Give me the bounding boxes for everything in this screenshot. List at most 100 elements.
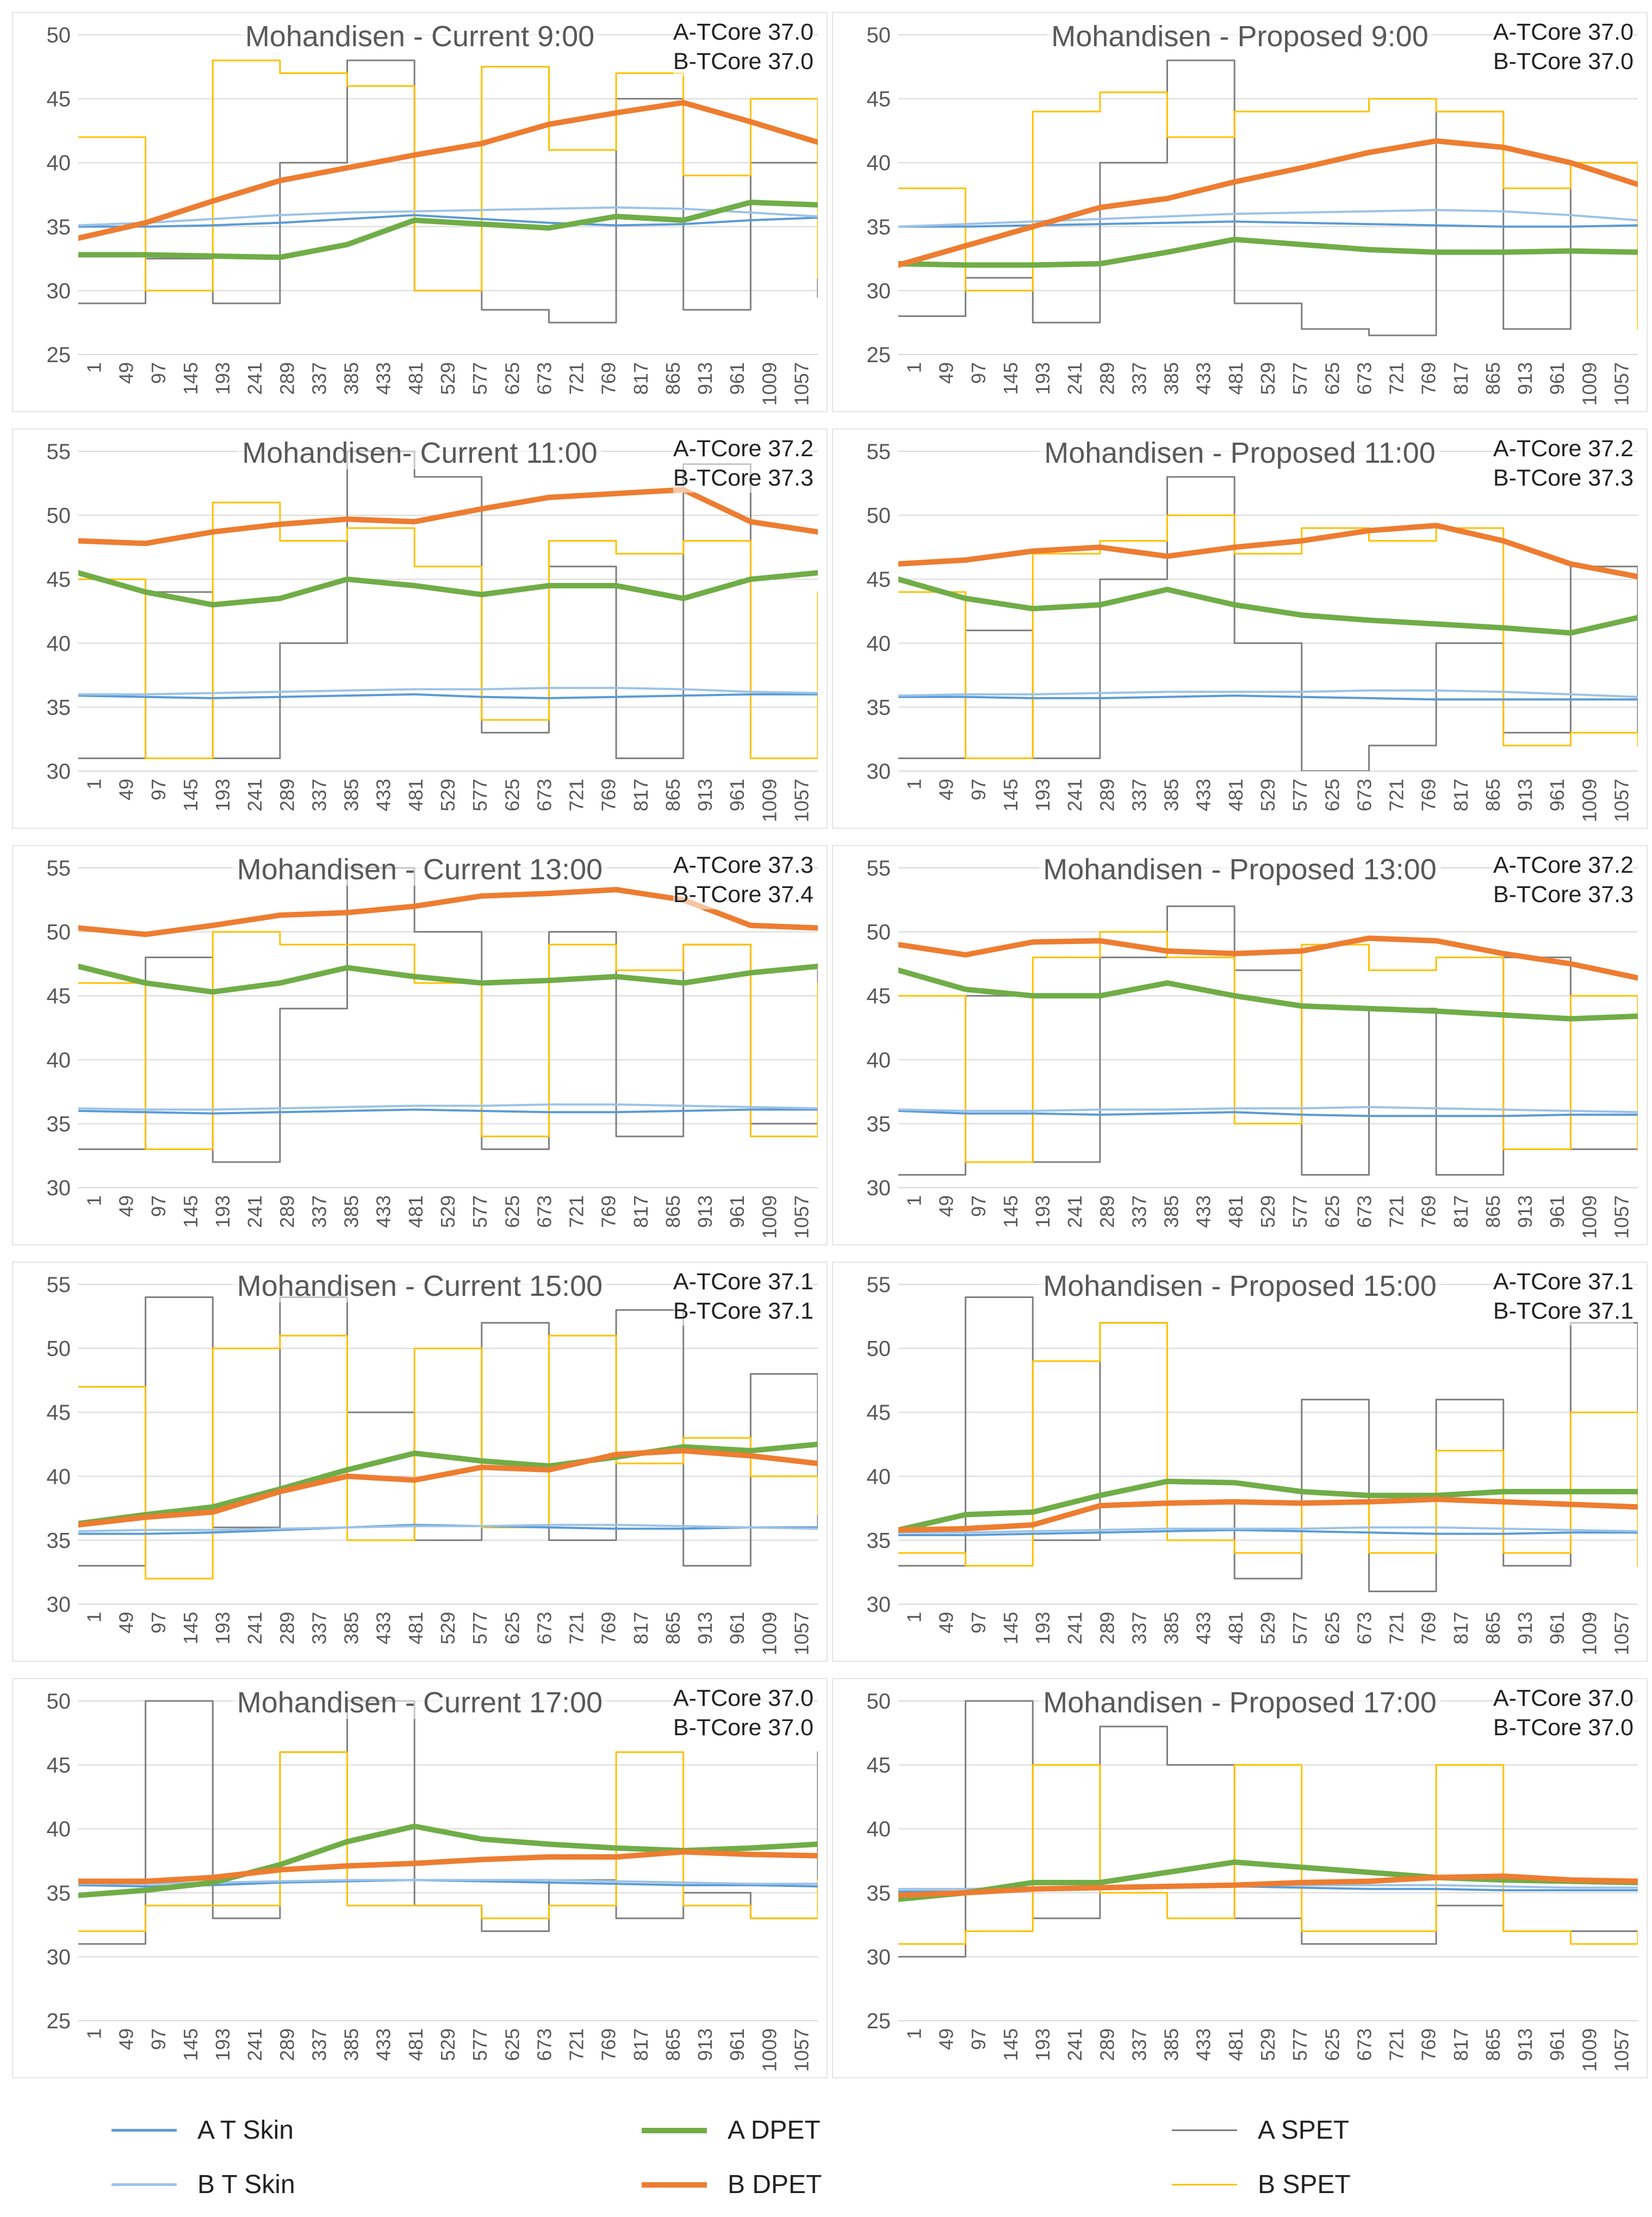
x-tick-label: 529 [437, 362, 459, 395]
y-tick-label: 30 [867, 1593, 891, 1617]
x-tick-label: 721 [1386, 2028, 1408, 2061]
x-tick-label: 481 [405, 1612, 427, 1644]
x-tick-label: 817 [1450, 362, 1472, 395]
x-tick-label: 1009 [758, 2028, 780, 2072]
core-temp-annotation: A-TCore 37.2 B-TCore 37.3 [1493, 434, 1634, 493]
y-tick-label: 35 [867, 1881, 891, 1905]
x-tick-label: 865 [662, 1612, 684, 1644]
legend-swatch [1172, 2129, 1237, 2131]
series-line-b-spet [898, 1764, 1638, 1945]
x-tick-label: 1009 [758, 1612, 780, 1655]
x-tick-label: 673 [1353, 2028, 1375, 2061]
core-temp-a: A-TCore 37.2 [1493, 434, 1634, 463]
x-tick-label: 481 [1225, 1612, 1247, 1644]
legend-item-b-dpet: B DPET [642, 2170, 822, 2200]
x-tick-label: 385 [340, 1612, 363, 1644]
chart-title-text: Mohandisen - Current 17:00 [232, 1686, 607, 1719]
x-tick-label: 433 [372, 1195, 395, 1228]
x-tick-label: 913 [1514, 1612, 1536, 1644]
x-tick-label: 577 [469, 2028, 491, 2061]
series-line-a-dpet [898, 237, 1638, 268]
x-tick-label: 481 [405, 1195, 427, 1228]
core-temp-annotation: A-TCore 37.3 B-TCore 37.4 [673, 850, 813, 909]
x-tick-label: 337 [1128, 1612, 1150, 1644]
x-tick-label: 529 [1257, 1195, 1279, 1228]
core-temp-a: A-TCore 37.0 [1493, 1684, 1634, 1713]
chart-panel: 25 30 35 40 45 50 1 49 97 145 193 241 289 337 385 433 48… [12, 12, 828, 412]
series-line-a-spet [898, 476, 1638, 771]
x-tick-label: 1009 [1578, 362, 1600, 406]
chart-title: Mohandisen - Current 13:00 [13, 853, 827, 886]
x-tick-label: 193 [1032, 1195, 1054, 1228]
x-tick-label: 625 [501, 779, 523, 811]
legend-swatch [1172, 2184, 1237, 2185]
x-tick-label: 193 [1032, 2028, 1054, 2061]
x-tick-label: 49 [935, 1612, 958, 1634]
x-tick-label: 49 [935, 2028, 958, 2050]
y-tick-label: 35 [867, 695, 891, 719]
series-line-a-t-skin [898, 220, 1638, 228]
y-tick-label: 35 [867, 1529, 891, 1552]
x-tick-label: 145 [179, 2028, 202, 2061]
legend-label: B T Skin [197, 2170, 295, 2199]
x-tick-label: 865 [1482, 1195, 1504, 1228]
chart-svg: 25 30 35 40 45 50 1 49 97 145 193 241 289 337 385 433 48… [867, 23, 1638, 406]
x-tick-label: 817 [630, 2028, 652, 2061]
series-line-b-spet [898, 514, 1638, 759]
chart-title-text: Mohandisen - Current 15:00 [232, 1270, 607, 1302]
x-tick-label: 145 [179, 779, 202, 811]
chart-svg: 30 35 40 45 50 55 1 49 97 145 193 241 289 337 385 433 48… [867, 1273, 1638, 1655]
x-tick-label: 385 [1160, 1612, 1183, 1644]
y-tick-label: 45 [867, 1754, 891, 1778]
y-tick-label: 30 [867, 760, 891, 784]
series-line-a-t-skin [78, 1108, 818, 1115]
core-temp-b: B-TCore 37.1 [673, 1296, 813, 1326]
x-tick-label: 433 [1193, 362, 1215, 395]
x-tick-label: 1057 [1610, 1195, 1632, 1239]
x-tick-label: 193 [212, 362, 234, 395]
series-line-a-spet [78, 867, 818, 1163]
x-tick-label: 625 [1321, 362, 1343, 395]
y-tick-label: 30 [867, 1945, 891, 1969]
x-tick-label: 241 [244, 1195, 266, 1228]
x-tick-label: 1057 [1610, 362, 1632, 406]
x-tick-label: 769 [598, 2028, 620, 2061]
x-tick-label: 241 [244, 362, 266, 395]
series-line-b-dpet [78, 1849, 818, 1884]
x-tick-label: 865 [662, 362, 684, 395]
x-tick-label: 1009 [1578, 1612, 1600, 1655]
chart-svg: 25 30 35 40 45 50 1 49 97 145 193 241 289 337 385 433 48… [867, 1690, 1638, 2072]
x-tick-label: 817 [630, 779, 652, 811]
x-tick-label: 385 [1160, 1195, 1183, 1228]
x-tick-label: 673 [1353, 1612, 1375, 1644]
x-tick-label: 1 [83, 2028, 105, 2039]
core-temp-a: A-TCore 37.1 [1493, 1267, 1634, 1296]
core-temp-annotation: A-TCore 37.2 B-TCore 37.3 [673, 434, 813, 493]
y-tick-label: 45 [47, 568, 71, 592]
series-line-b-spet [78, 1751, 818, 1932]
legend-swatch [642, 2182, 707, 2188]
x-tick-label: 721 [1386, 1195, 1408, 1228]
series-line-a-dpet [78, 570, 818, 608]
series-line-b-t-skin [898, 1526, 1638, 1534]
x-tick-label: 97 [967, 1195, 990, 1217]
y-tick-label: 25 [47, 2009, 71, 2033]
x-tick-label: 529 [1257, 1612, 1279, 1644]
chart-panel: 30 35 40 45 50 55 1 49 97 145 193 241 289 337 385 433 48… [832, 429, 1648, 829]
series-line-b-spet [898, 1322, 1638, 1567]
series-line-b-dpet [78, 487, 818, 547]
x-tick-label: 49 [115, 779, 138, 800]
x-tick-label: 337 [1128, 2028, 1150, 2061]
y-tick-label: 25 [867, 343, 891, 367]
x-tick-label: 337 [308, 1612, 330, 1644]
series-line-b-t-skin [78, 1524, 818, 1532]
core-temp-b: B-TCore 37.4 [673, 880, 813, 909]
y-tick-label: 30 [47, 1593, 71, 1617]
x-tick-label: 913 [1514, 1195, 1536, 1228]
chart-title-text: Mohandisen - Proposed 15:00 [1039, 1270, 1441, 1302]
x-tick-label: 385 [1160, 2028, 1183, 2061]
x-tick-label: 817 [1450, 1612, 1472, 1644]
series-line-a-dpet [898, 576, 1638, 636]
core-temp-b: B-TCore 37.3 [1493, 463, 1634, 493]
y-tick-label: 50 [867, 23, 891, 47]
